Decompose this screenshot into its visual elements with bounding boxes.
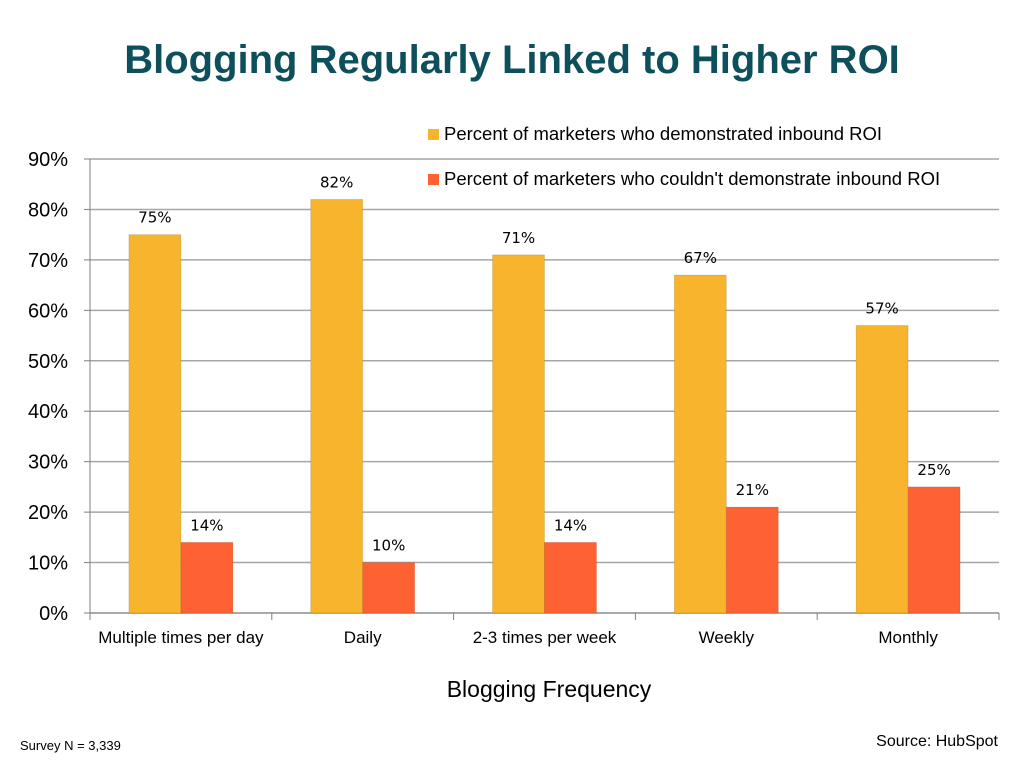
x-axis-title: Blogging Frequency [447, 676, 652, 702]
bar-demonstrated-roi [855, 325, 909, 614]
x-tick-label: Multiple times per day [98, 628, 264, 647]
y-tick-label: 30% [28, 452, 68, 474]
y-tick-label: 50% [28, 351, 68, 373]
data-label: 71% [502, 229, 535, 247]
data-label: 14% [554, 516, 587, 534]
y-tick-label: 40% [28, 401, 68, 423]
bar-demonstrated-roi [128, 234, 182, 614]
bar-no-roi [544, 541, 597, 614]
legend-label: Percent of marketers who demonstrated in… [444, 123, 882, 144]
bar-chart: 0% 10% 20% 30% 40% 50% 60% 70% 80% 90% 75% 14% Multi… [28, 123, 1000, 702]
y-tick-label: 90% [28, 149, 68, 171]
legend-swatch [428, 174, 439, 185]
bar-no-roi [725, 506, 779, 614]
y-tick-label: 80% [28, 199, 68, 221]
bar-no-roi [180, 541, 234, 614]
legend-label: Percent of marketers who couldn't demons… [444, 168, 940, 189]
slide-title: Blogging Regularly Linked to Higher ROI [124, 38, 900, 82]
source-note: Source: HubSpot [876, 733, 998, 750]
bar-demonstrated-roi [673, 274, 727, 614]
y-tick-label: 70% [28, 250, 68, 272]
y-tick-label: 0% [39, 603, 68, 625]
x-tick-label: Weekly [699, 628, 755, 647]
x-tick-label: Monthly [878, 628, 938, 647]
x-tick-label: Daily [344, 628, 382, 647]
y-tick-label: 20% [28, 502, 68, 524]
y-tick-label: 10% [28, 553, 68, 575]
bar-no-roi [907, 486, 961, 614]
data-label: 82% [320, 173, 353, 191]
survey-note: Survey N = 3,339 [20, 738, 121, 753]
data-label: 25% [917, 461, 950, 479]
data-label: 75% [138, 209, 171, 227]
y-tick-label: 60% [28, 300, 68, 322]
data-label: 57% [865, 299, 898, 317]
bar-demonstrated-roi [492, 254, 545, 614]
data-label: 14% [190, 516, 223, 534]
x-tick-label: 2-3 times per week [473, 628, 617, 647]
bar-demonstrated-roi [310, 198, 364, 614]
data-label: 67% [684, 249, 717, 267]
data-label: 21% [736, 481, 769, 499]
legend-swatch [428, 129, 439, 140]
bar-no-roi [362, 562, 416, 614]
data-label: 10% [372, 537, 405, 555]
